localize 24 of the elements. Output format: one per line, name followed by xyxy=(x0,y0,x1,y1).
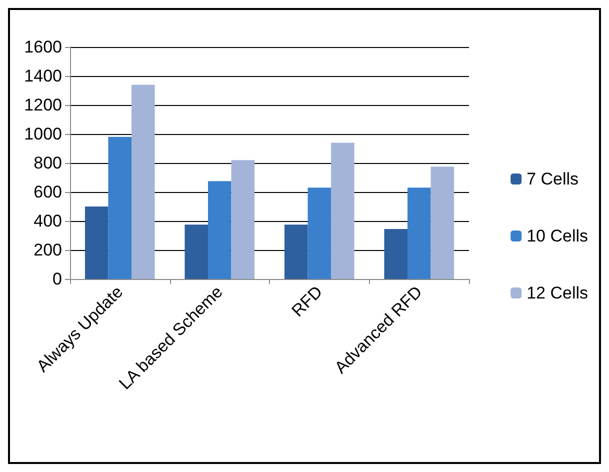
y-tick-label: 1400 xyxy=(24,66,62,86)
bar xyxy=(184,224,208,279)
y-tick-label: 1600 xyxy=(24,38,62,56)
bar xyxy=(84,206,108,279)
y-tick-label: 400 xyxy=(34,212,62,230)
bar xyxy=(430,166,454,279)
bar xyxy=(308,188,332,279)
bar xyxy=(384,228,408,279)
bar xyxy=(108,136,132,279)
bar xyxy=(407,188,431,279)
bar xyxy=(208,181,232,279)
bar xyxy=(132,84,155,279)
legend-label: 12 Cells xyxy=(526,284,588,302)
y-tick-label: 200 xyxy=(34,240,62,260)
legend-label: 7 Cells xyxy=(526,170,579,188)
y-tick-label: 800 xyxy=(34,154,62,172)
bar xyxy=(231,160,255,279)
bar xyxy=(331,142,354,279)
y-tick-label: 1000 xyxy=(24,124,62,144)
y-tick-label: 0 xyxy=(52,270,62,288)
legend-label: 10 Cells xyxy=(526,226,588,246)
y-tick-label: 600 xyxy=(34,182,62,202)
bar xyxy=(284,224,308,279)
y-tick-label: 1200 xyxy=(24,96,62,114)
